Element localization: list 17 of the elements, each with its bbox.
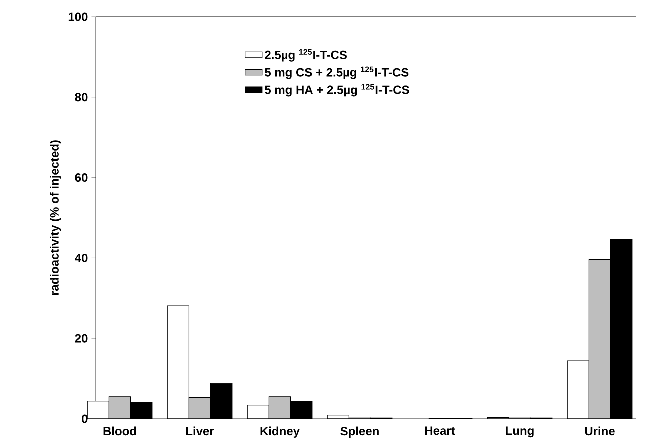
y-tick-label: 100 [68,12,88,22]
x-tick-label: Blood [104,426,136,436]
x-tick-label: Urine [585,426,615,436]
y-tick-label: 80 [75,93,88,102]
legend-label: 5 mg CS + 2.5µg $^{125}$I-T-CS [265,66,409,80]
x-tick-label: Spleen [340,426,379,438]
legend-label: 5 mg HA + 2.5µg $^{125}$I-T-CS [265,84,410,97]
y-tick-label: 20 [75,334,88,343]
y-tick-label: 0 [82,414,88,424]
x-tick-label: Kidney [260,426,300,438]
y-tick-label: 60 [75,174,88,182]
x-tick-label: Lung [506,426,534,438]
x-tick-label: Heart [425,426,456,436]
y-axis-title: radioactivity (% of injected) [50,140,62,296]
y-tick-label: 40 [75,254,88,262]
x-tick-label: Liver [186,426,214,436]
legend-label: 2.5µg $^{125}$I-T-CS [265,49,347,62]
